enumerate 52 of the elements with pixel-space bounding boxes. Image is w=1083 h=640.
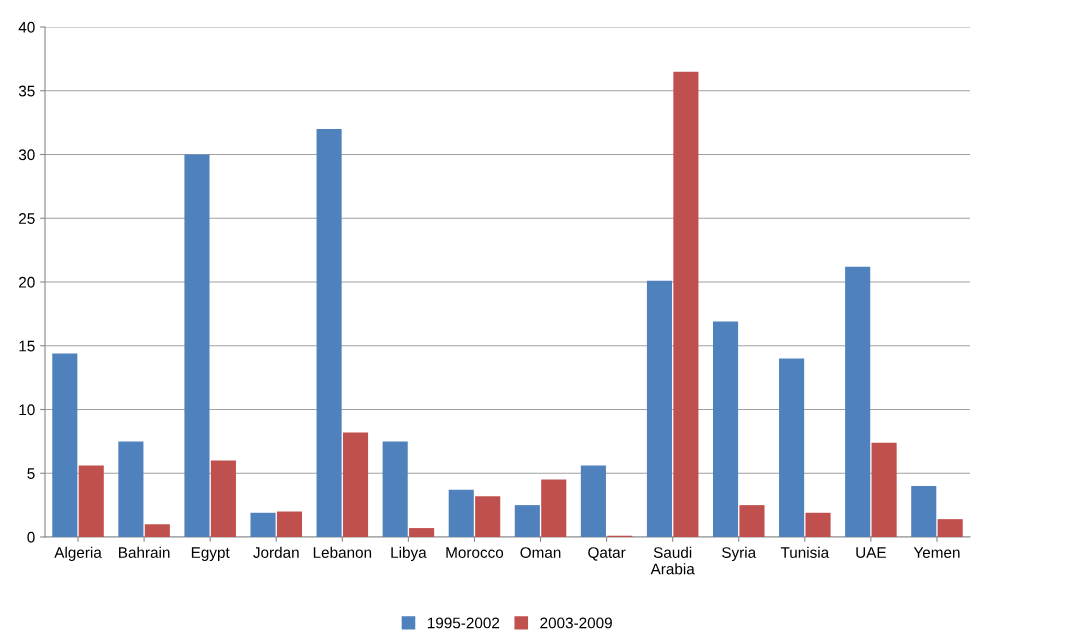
x-tick-label: Yemen	[913, 547, 960, 558]
x-tick-label: Algeria	[54, 546, 102, 561]
bar	[911, 486, 937, 537]
bar	[845, 266, 871, 537]
bar	[514, 505, 540, 537]
bar	[52, 353, 78, 537]
bar	[184, 154, 210, 537]
x-tick-label: Jordan	[253, 546, 299, 558]
x-tick-label: Egypt	[191, 547, 230, 561]
bar	[409, 528, 435, 537]
bar	[739, 505, 765, 537]
x-tick-label: Tunisia	[780, 546, 830, 558]
legend-label: 1995-2002	[427, 617, 500, 629]
bar	[712, 321, 739, 537]
y-tick-label: 30	[18, 149, 35, 161]
y-tick-label: 35	[18, 85, 35, 97]
bar	[805, 512, 831, 537]
y-tick-label: 0	[27, 531, 35, 543]
bar	[118, 441, 144, 537]
bar	[210, 460, 236, 537]
bar	[382, 441, 408, 537]
x-tick-label: Lebanon	[313, 546, 372, 558]
y-tick-label: 40	[18, 21, 35, 33]
bar	[580, 465, 606, 537]
x-tick-label: Bahrain	[119, 546, 170, 558]
bar	[673, 71, 699, 537]
y-tick-label: 25	[19, 213, 35, 224]
bar	[276, 511, 303, 537]
bar	[316, 129, 342, 537]
bar	[871, 442, 897, 537]
x-tick-label: Qatar	[588, 547, 626, 561]
x-tick-label: Oman	[520, 547, 561, 558]
bar	[78, 465, 104, 537]
bar	[541, 479, 567, 537]
legend-label: 2003-2009	[540, 617, 612, 629]
bar	[144, 524, 170, 537]
bar	[475, 496, 501, 537]
x-tick-label: Saudi Arabia	[650, 546, 695, 575]
bar	[646, 280, 673, 537]
bar	[250, 512, 276, 537]
y-tick-label: 5	[27, 468, 35, 479]
x-tick-label: UAE	[856, 547, 886, 558]
x-tick-label: Libya	[391, 546, 427, 561]
bar	[937, 519, 963, 537]
y-tick-label: 20	[19, 276, 35, 288]
y-tick-label: 15	[19, 340, 35, 352]
bar	[779, 358, 805, 537]
bar	[448, 489, 474, 537]
x-tick-label: Syria	[722, 546, 757, 561]
bar	[342, 432, 369, 537]
x-tick-label: Morocco	[446, 547, 504, 558]
y-tick-label: 10	[19, 404, 35, 416]
